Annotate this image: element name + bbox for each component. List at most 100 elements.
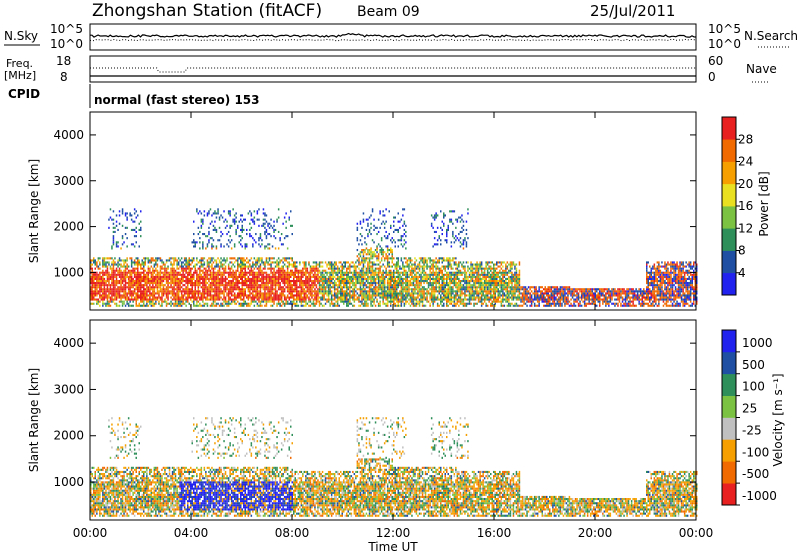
power-cell: [127, 282, 130, 285]
power-cell: [444, 265, 446, 268]
power-cell: [143, 277, 145, 280]
power-cell: [318, 302, 321, 305]
power-cell: [120, 277, 122, 280]
cpid-label: CPID: [8, 87, 40, 101]
power-cell: [218, 265, 221, 268]
power-cell: [456, 237, 459, 240]
power-cell: [215, 212, 218, 215]
power-cell: [146, 290, 148, 293]
power-cell: [103, 271, 106, 274]
power-cell: [346, 267, 348, 270]
power-cell: [333, 284, 336, 287]
power-cell: [100, 275, 103, 278]
power-cell: [180, 265, 183, 268]
power-cell: [117, 282, 119, 285]
power-cell: [194, 267, 196, 270]
power-cell: [221, 290, 224, 293]
power-cell: [118, 294, 121, 297]
power-cell: [380, 284, 383, 287]
power-cell: [199, 271, 201, 274]
power-cell: [147, 290, 150, 293]
power-cell: [180, 304, 183, 307]
power-cell: [126, 294, 128, 297]
power-cell: [247, 304, 250, 307]
power-cell: [333, 302, 336, 305]
power-cell: [179, 286, 181, 289]
power-cell: [362, 265, 365, 268]
power-cell: [277, 265, 280, 268]
power-cell: [430, 284, 433, 287]
power-cell: [244, 302, 246, 305]
power-cell: [162, 284, 165, 287]
power-cell: [221, 284, 224, 287]
power-cell: [203, 288, 206, 291]
power-cell: [305, 263, 307, 266]
power-cell: [321, 292, 324, 295]
power-cell: [406, 265, 409, 268]
power-cell: [371, 275, 374, 278]
power-cell: [294, 275, 296, 278]
power-cell: [296, 282, 298, 285]
power-cell: [259, 273, 262, 276]
power-cell: [208, 284, 210, 287]
power-cell: [124, 288, 127, 291]
power-cell: [386, 265, 389, 268]
power-cell: [424, 265, 427, 268]
power-cell: [126, 263, 128, 266]
power-cell: [427, 300, 430, 303]
power-cell: [123, 263, 125, 266]
power-cell: [302, 286, 304, 289]
power-cell: [332, 277, 334, 280]
power-cell: [102, 265, 104, 268]
power-cell: [211, 294, 213, 297]
power-cell: [330, 296, 333, 299]
power-cell: [224, 226, 227, 229]
power-cell: [314, 282, 316, 285]
power-cell: [330, 282, 333, 285]
power-cell: [106, 284, 109, 287]
power-cell: [414, 261, 416, 264]
power-cell: [338, 284, 340, 287]
power-cell: [135, 241, 137, 244]
power-cell: [390, 224, 392, 227]
power-cell: [150, 280, 153, 283]
power-cell: [270, 271, 272, 274]
power-cell: [265, 261, 268, 264]
power-cell: [296, 280, 298, 283]
power-cell: [332, 269, 334, 272]
power-cell: [379, 226, 381, 229]
power-cell: [177, 302, 180, 305]
power-cell: [329, 261, 331, 264]
power-cell: [386, 235, 389, 238]
power-heatmap: [90, 208, 698, 307]
power-cell: [215, 261, 218, 264]
power-cell: [246, 271, 248, 274]
power-cell: [244, 259, 246, 262]
power-cell: [418, 294, 421, 297]
power-cell: [399, 220, 401, 223]
power-cell: [364, 284, 366, 287]
power-cell: [103, 292, 106, 295]
power-cell: [414, 304, 416, 307]
power-cell: [400, 243, 403, 246]
power-cell: [96, 271, 98, 274]
power-cell: [449, 218, 451, 221]
power-cell: [230, 261, 233, 264]
power-cell: [365, 286, 368, 289]
power-cell: [168, 275, 171, 278]
power-cell: [459, 290, 462, 293]
power-cell: [262, 218, 265, 221]
power-cell: [164, 269, 166, 272]
power-cell: [282, 222, 284, 225]
power-cell: [311, 292, 313, 295]
power-cell: [403, 282, 406, 285]
power-cell: [453, 294, 456, 297]
power-cell: [177, 267, 180, 270]
power-cell: [233, 265, 236, 268]
power-cell: [288, 296, 290, 299]
power-cell: [206, 290, 209, 293]
power-cell: [179, 273, 181, 276]
power-cell: [288, 286, 290, 289]
power-cell: [373, 288, 375, 291]
power-cell: [444, 292, 446, 295]
